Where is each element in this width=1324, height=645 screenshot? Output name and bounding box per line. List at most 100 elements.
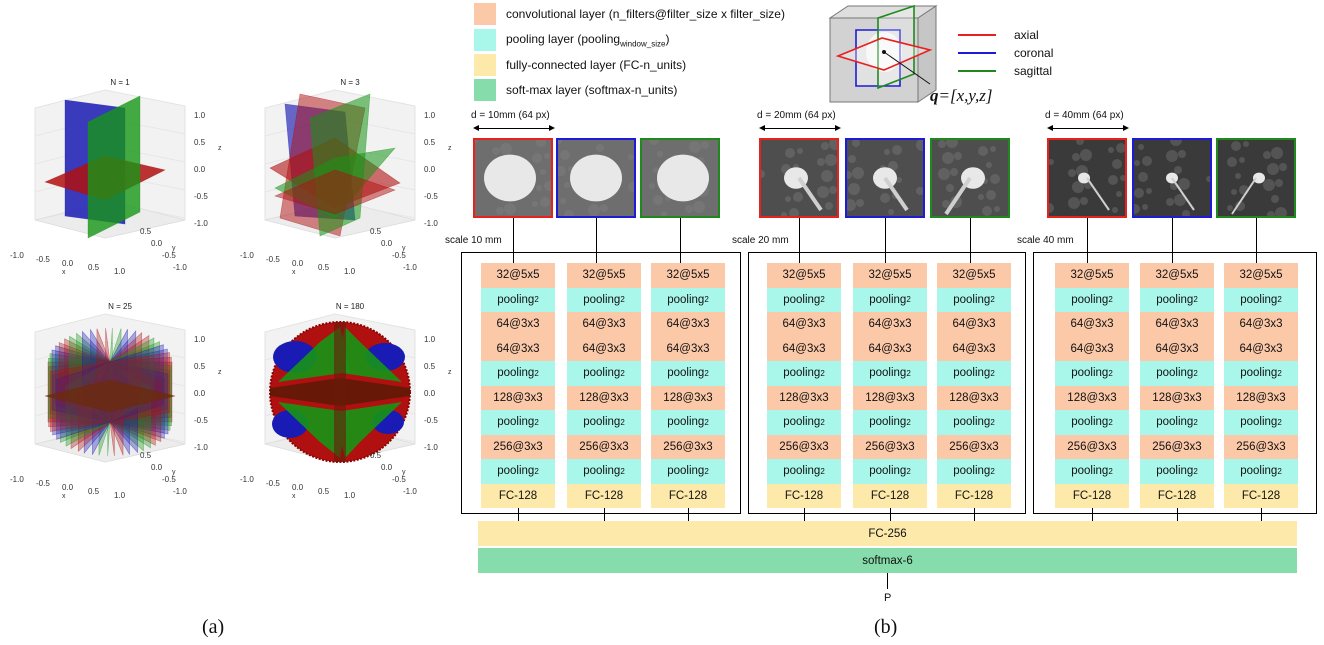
pooling-layer: pooling 2 bbox=[1224, 361, 1298, 386]
pooling-layer: pooling 2 bbox=[1140, 459, 1214, 484]
coronal-line bbox=[958, 52, 996, 54]
pooling-layer: pooling 2 bbox=[567, 410, 641, 435]
y-tick-label: 0.5 bbox=[370, 227, 382, 236]
stream-to-fc-connector bbox=[1261, 508, 1262, 522]
conv-layer: 256@3x3 bbox=[1140, 434, 1214, 459]
pooling-layer: pooling 2 bbox=[1055, 410, 1129, 435]
z-tick-label: 1.0 bbox=[194, 335, 206, 344]
fc-layer: FC-128 bbox=[481, 483, 555, 508]
patch-connector bbox=[1172, 218, 1173, 263]
fc-layer: FC-128 bbox=[1224, 483, 1298, 508]
patch-connector bbox=[885, 218, 886, 263]
conv-layer: 64@3x3 bbox=[767, 336, 841, 361]
z-tick-label: -0.5 bbox=[194, 192, 208, 201]
z-tick-label: 0.5 bbox=[194, 362, 206, 371]
x-tick-label: 0.0 bbox=[292, 259, 304, 268]
q-coordinate-label: q=[x,y,z] bbox=[930, 86, 993, 105]
fc-layer: FC-128 bbox=[853, 483, 927, 508]
cnn-stream-column: 32@5x5 pooling 2 64@3x3 64@3x3 pooling 2 128@3x… bbox=[1140, 263, 1214, 508]
x-tick-label: 1.0 bbox=[114, 267, 126, 276]
x-tick-label: -0.5 bbox=[266, 255, 280, 264]
coronal-patch bbox=[845, 138, 925, 218]
x-tick-label: 0.0 bbox=[62, 483, 74, 492]
orientation-axial: axial bbox=[958, 28, 1039, 42]
conv-layer: 256@3x3 bbox=[767, 434, 841, 459]
stream-to-fc-connector bbox=[890, 508, 891, 522]
arrow-head-right bbox=[1123, 125, 1129, 131]
z-axis-label: z bbox=[218, 145, 222, 152]
arrow-head-right bbox=[549, 125, 555, 131]
pooling-layer: pooling 2 bbox=[767, 361, 841, 386]
y-tick-label: -1.0 bbox=[403, 263, 417, 272]
output-label: P bbox=[884, 592, 892, 604]
pooling-layer: pooling 2 bbox=[651, 287, 725, 312]
legend-pool-label: pooling layer (poolingwindow_size) bbox=[506, 31, 670, 49]
orientation-cube-diagram bbox=[828, 4, 938, 103]
scale-label: scale 20 mm bbox=[732, 235, 791, 246]
cnn-stream-column: 32@5x5 pooling 2 64@3x3 64@3x3 pooling 2 128@3x… bbox=[1055, 263, 1129, 508]
z-tick-label: -0.5 bbox=[424, 192, 438, 201]
z-tick-label: 0.5 bbox=[194, 138, 206, 147]
stream-to-fc-connector bbox=[974, 508, 975, 522]
coronal-patch bbox=[556, 138, 636, 218]
conv-layer: 64@3x3 bbox=[481, 312, 555, 337]
scale-label: scale 10 mm bbox=[445, 235, 504, 246]
z-tick-label: 0.0 bbox=[424, 389, 436, 398]
patch-diameter-label: d = 10mm (64 px) bbox=[471, 110, 550, 121]
orientation-coronal: coronal bbox=[958, 46, 1053, 60]
conv-layer: 128@3x3 bbox=[481, 385, 555, 410]
conv-layer: 128@3x3 bbox=[651, 385, 725, 410]
conv-layer: 32@5x5 bbox=[1055, 263, 1129, 288]
plane-plot-4: N = 180 1.0 0.5 0.0 -0.5 -1.0 z -1.0 -0.5 0.0 0.5 1… bbox=[235, 302, 465, 502]
z-tick-label: -1.0 bbox=[194, 219, 208, 228]
legend-swatch-conv bbox=[474, 3, 496, 25]
sagittal-patch bbox=[930, 138, 1010, 218]
x-tick-label: -0.5 bbox=[36, 255, 50, 264]
x-tick-label: -1.0 bbox=[10, 475, 24, 484]
pooling-layer: pooling 2 bbox=[853, 287, 927, 312]
diameter-arrow-line bbox=[477, 128, 551, 129]
x-axis-label: x bbox=[292, 493, 296, 500]
pooling-layer: pooling 2 bbox=[1140, 361, 1214, 386]
z-tick-label: -0.5 bbox=[424, 416, 438, 425]
pooling-layer: pooling 2 bbox=[481, 459, 555, 484]
y-tick-label: 0.0 bbox=[381, 463, 393, 472]
pooling-layer: pooling 2 bbox=[853, 361, 927, 386]
pooling-layer: pooling 2 bbox=[853, 410, 927, 435]
conv-layer: 64@3x3 bbox=[937, 312, 1011, 337]
cnn-stream-column: 32@5x5 pooling 2 64@3x3 64@3x3 pooling 2 128@3x… bbox=[1224, 263, 1298, 508]
x-tick-label: -0.5 bbox=[36, 479, 50, 488]
arrow-head-left bbox=[759, 125, 765, 131]
patch-connector bbox=[680, 218, 681, 263]
x-tick-label: 1.0 bbox=[344, 267, 356, 276]
x-axis-label: x bbox=[62, 493, 66, 500]
stream-to-fc-connector bbox=[604, 508, 605, 522]
conv-layer: 128@3x3 bbox=[1224, 385, 1298, 410]
legend-softmax: soft-max layer (softmax-n_units) bbox=[474, 78, 677, 102]
x-tick-label: -1.0 bbox=[240, 251, 254, 260]
conv-layer: 64@3x3 bbox=[1140, 312, 1214, 337]
axial-label: axial bbox=[1014, 28, 1039, 42]
conv-layer: 128@3x3 bbox=[767, 385, 841, 410]
softmax-layer: softmax-6 bbox=[478, 548, 1297, 573]
z-tick-label: 0.0 bbox=[424, 165, 436, 174]
fc-layer: FC-128 bbox=[567, 483, 641, 508]
z-axis-label: z bbox=[448, 369, 452, 376]
legend-swatch-softmax bbox=[474, 79, 496, 101]
plane-plot-3: N = 25 1.0 0.5 0.0 -0.5 -1.0 z -1.0 -0.5 0.0 0.5 1.… bbox=[5, 302, 235, 502]
pooling-layer: pooling 2 bbox=[853, 459, 927, 484]
sagittal-patch bbox=[640, 138, 720, 218]
conv-layer: 32@5x5 bbox=[651, 263, 725, 288]
coronal-patch bbox=[1132, 138, 1212, 218]
y-tick-label: 0.5 bbox=[140, 227, 152, 236]
scale-stream-box bbox=[1033, 252, 1317, 514]
conv-layer: 256@3x3 bbox=[651, 434, 725, 459]
conv-layer: 32@5x5 bbox=[567, 263, 641, 288]
plot-title: N = 3 bbox=[340, 78, 360, 87]
x-axis-label: x bbox=[62, 269, 66, 276]
conv-layer: 32@5x5 bbox=[1140, 263, 1214, 288]
y-axis-label: y bbox=[172, 245, 176, 252]
pooling-layer: pooling 2 bbox=[767, 459, 841, 484]
pooling-layer: pooling 2 bbox=[937, 459, 1011, 484]
y-tick-label: -1.0 bbox=[173, 263, 187, 272]
